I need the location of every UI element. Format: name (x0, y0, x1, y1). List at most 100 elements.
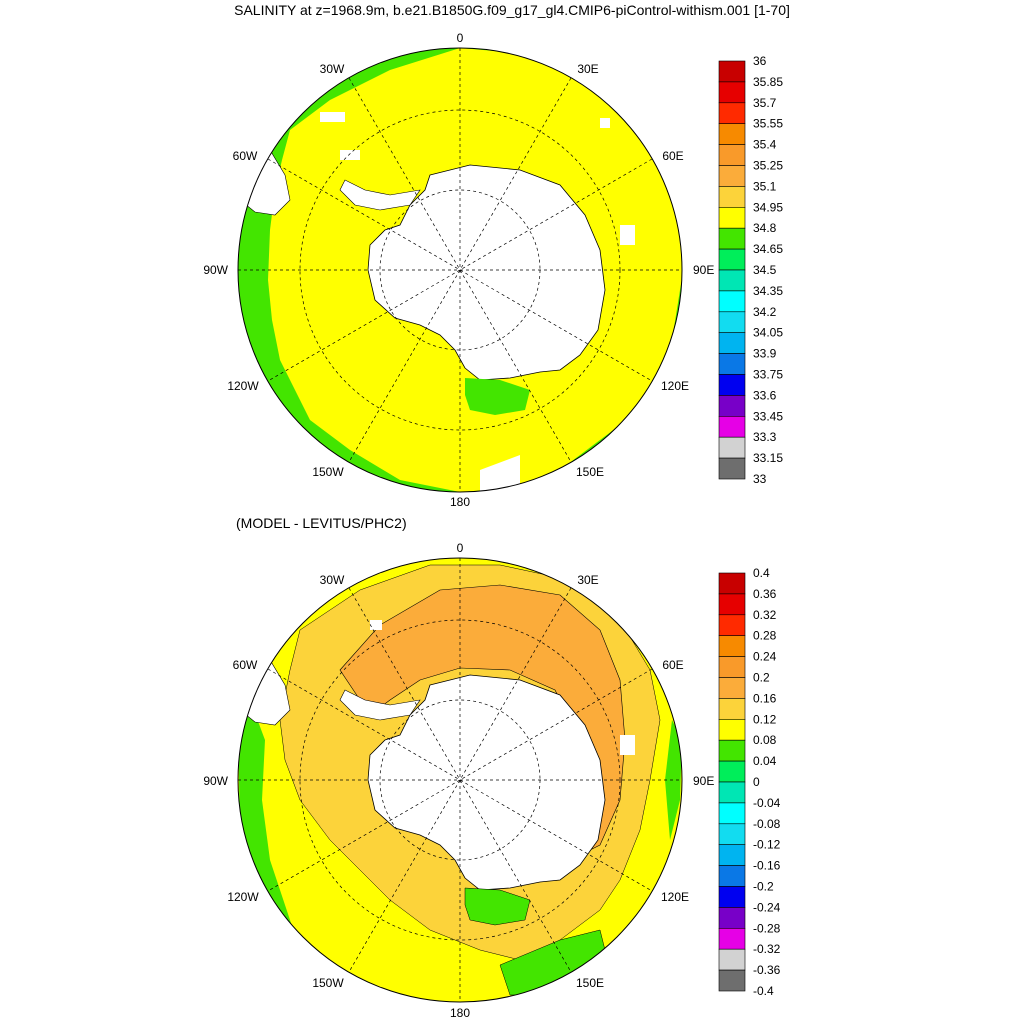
colorbar-swatch (718, 969, 746, 992)
lon-label-120w: 120W (227, 379, 259, 393)
colorbar-label: 0.4 (753, 566, 770, 580)
difference-colorbar: 0.4 0.36 0.32 0.28 0.24 0.2 0.16 0.12 0.08 0.04 0 -… (718, 566, 781, 998)
salinity-map: 0 30E 60E 90E 120E 150E 180 150W 120W 90… (203, 31, 714, 509)
colorbar-label: 33.3 (753, 430, 777, 444)
colorbar-swatch (718, 802, 746, 825)
colorbar-swatch (718, 635, 746, 657)
colorbar-label: 0 (753, 775, 760, 789)
difference-map-border (237, 557, 683, 1003)
ross-sea-green-patch-diff (464, 887, 531, 926)
lon-label-30e: 30E (577, 573, 598, 587)
colorbar-swatch (718, 457, 746, 480)
island-patch-diff (620, 735, 635, 755)
colorbar-swatch (718, 102, 746, 125)
colorbar-label: -0.16 (753, 859, 781, 873)
colorbar-label: 33.9 (753, 347, 777, 361)
difference-subtitle: (MODEL - LEVITUS/PHC2) (236, 515, 407, 531)
colorbar-swatch (718, 677, 746, 699)
colorbar-label: 36 (753, 54, 767, 68)
colorbar-label: 35.55 (753, 117, 783, 131)
salinity-map-border (237, 47, 683, 493)
difference-map: 0 30E 60E 90E 120E 150E 180 150W 120W 90… (203, 541, 714, 1020)
colorbar-label: -0.04 (753, 796, 781, 810)
colorbar-label: 0.04 (753, 754, 777, 768)
lon-label-60w: 60W (233, 149, 258, 163)
lon-label-30w: 30W (320, 62, 345, 76)
colorbar-label: -0.32 (753, 942, 781, 956)
colorbar-label: -0.12 (753, 838, 781, 852)
colorbar-swatch (718, 823, 746, 845)
colorbar-swatch (718, 415, 746, 438)
colorbar-swatch (718, 207, 746, 229)
colorbar-label: 0.24 (753, 650, 777, 664)
figure-title: SALINITY at z=1968.9m, b.e21.B1850G.f09_… (234, 2, 790, 18)
island-patch (320, 112, 345, 122)
lon-label-180: 180 (450, 1006, 470, 1020)
colorbar-label: 0.2 (753, 671, 770, 685)
colorbar-label: 33.6 (753, 388, 777, 402)
colorbar-label: -0.4 (753, 984, 774, 998)
salinity-colorbar: 36 35.85 35.7 35.55 35.4 35.25 35.1 34.95 34.8 34… (718, 54, 783, 486)
colorbar-label: -0.28 (753, 921, 781, 935)
colorbar-swatch (718, 844, 746, 866)
lon-label-120w: 120W (227, 890, 259, 904)
colorbar-swatch (718, 948, 746, 971)
colorbar-label: 0.12 (753, 712, 777, 726)
colorbar-swatch (718, 353, 746, 375)
colorbar-label: 34.8 (753, 221, 777, 235)
colorbar-label: 0.08 (753, 733, 777, 747)
lon-label-150e: 150E (576, 465, 604, 479)
colorbar-swatch (718, 248, 746, 271)
ross-sea-green-patch (465, 378, 530, 415)
colorbar-swatch (718, 927, 746, 950)
colorbar-swatch (718, 698, 746, 720)
colorbar-swatch (718, 739, 746, 762)
colorbar-swatch (718, 144, 746, 166)
antarctica-land-diff (367, 674, 606, 891)
colorbar-label: 35.1 (753, 179, 777, 193)
antarctica-land (367, 164, 606, 381)
colorbar-label: 0.32 (753, 608, 777, 622)
lon-label-90e: 90E (693, 263, 714, 277)
colorbar-swatch (718, 332, 746, 354)
lon-label-150w: 150W (312, 465, 344, 479)
colorbar-label: 33.45 (753, 409, 783, 423)
colorbar-label: 34.05 (753, 326, 783, 340)
colorbar-swatch (718, 311, 746, 333)
colorbar-label: 34.5 (753, 263, 777, 277)
island-patch-diff (370, 620, 382, 630)
lon-label-60e: 60E (662, 149, 683, 163)
colorbar-label: -0.2 (753, 880, 774, 894)
colorbar-swatch (718, 165, 746, 187)
lon-label-0: 0 (457, 541, 464, 555)
colorbar-label: -0.08 (753, 817, 781, 831)
lon-label-90e: 90E (693, 774, 714, 788)
colorbar-swatch (718, 123, 746, 145)
colorbar-label: 35.85 (753, 75, 783, 89)
colorbar-swatch (718, 865, 746, 887)
colorbar-label: 0.16 (753, 691, 777, 705)
colorbar-swatch (718, 572, 746, 595)
antarctic-peninsula-diff (339, 689, 421, 721)
island-patch (620, 225, 635, 245)
colorbar-label: 35.4 (753, 138, 777, 152)
colorbar-swatch (718, 227, 746, 250)
colorbar-label: 35.7 (753, 96, 777, 110)
colorbar-swatch (718, 718, 746, 741)
colorbar-swatch (718, 269, 746, 292)
colorbar-label: 34.95 (753, 200, 783, 214)
colorbar-swatch (718, 886, 746, 908)
colorbar-swatch (718, 290, 746, 313)
colorbar-label: 33.15 (753, 451, 783, 465)
colorbar-swatch (718, 593, 746, 616)
lon-label-90w: 90W (203, 263, 228, 277)
colorbar-label: 33.75 (753, 368, 783, 382)
colorbar-label: 33 (753, 472, 767, 486)
lon-label-90w: 90W (203, 774, 228, 788)
colorbar-swatch (718, 81, 746, 104)
colorbar-label: 34.2 (753, 305, 777, 319)
lon-label-150e: 150E (576, 976, 604, 990)
colorbar-swatch (718, 436, 746, 459)
colorbar-swatch (718, 395, 746, 417)
lon-label-60e: 60E (662, 658, 683, 672)
